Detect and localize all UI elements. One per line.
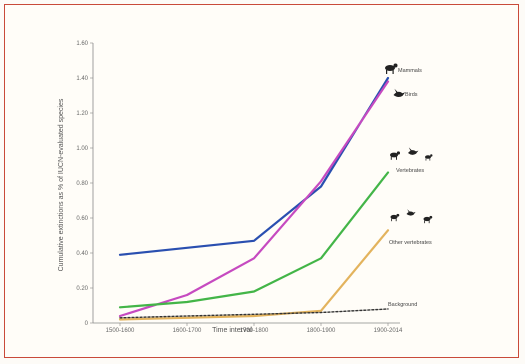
series-label: Vertebrates [396, 168, 424, 174]
series-label: Birds [405, 92, 418, 98]
x-tick-label: 1800-1900 [307, 328, 336, 334]
series-line-birds [118, 80, 390, 318]
series-labels: Mammals Birds Vertebrates Other vertebrates… [388, 68, 432, 308]
reptile-icon [425, 154, 433, 161]
chart-frame [4, 4, 519, 358]
y-tick-label: 0 [85, 321, 89, 327]
y-tick-label: 1.00 [76, 146, 88, 152]
x-tick-labels: 1500-1600 1600-1700 1700-1800 1800-1900 1900… [106, 323, 403, 334]
y-tick-label: 1.40 [76, 76, 88, 82]
x-axis-title: Time interval [212, 327, 252, 334]
amphibian-icon [390, 213, 400, 222]
series-label: Other vertebrates [389, 240, 432, 246]
y-tick-label: 1.60 [76, 41, 88, 47]
bird-icon [406, 209, 416, 216]
mammal-icon [385, 63, 398, 74]
x-tick-label: 1600-1700 [173, 328, 202, 334]
y-axis-title: Cumulative extinctions as % of IUCN-eval… [58, 98, 65, 271]
bird-icon [408, 147, 419, 155]
x-tick-label: 1700-1800 [240, 328, 269, 334]
series-lines [118, 76, 390, 321]
series-label: Mammals [398, 68, 422, 74]
y-tick-label: 0.60 [76, 216, 88, 222]
mammal-icon [390, 151, 400, 160]
bird-icon [393, 88, 406, 98]
chart-axes [92, 43, 400, 324]
fish-icon [423, 215, 433, 224]
y-tick-label: 1.20 [76, 111, 88, 117]
x-tick-label: 1900-2014 [374, 328, 403, 334]
y-tick-label: 0.40 [76, 251, 88, 257]
y-tick-label: 0.80 [76, 181, 88, 187]
series-line-other-vertebrates [118, 229, 390, 321]
animal-icons [385, 63, 433, 224]
series-label: Background [388, 302, 417, 308]
y-tick-label: 0.20 [76, 286, 88, 292]
x-tick-label: 1500-1600 [106, 328, 135, 334]
series-line-mammals [118, 76, 390, 256]
y-tick-labels: 0 0.20 0.40 0.60 0.80 1.00 1.20 1.40 1.60 [76, 41, 93, 327]
